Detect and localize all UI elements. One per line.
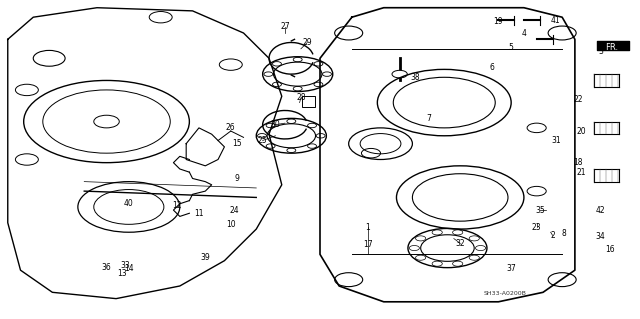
Text: 24: 24 [229,206,239,215]
Text: 32: 32 [456,239,465,248]
Text: 40: 40 [124,199,134,208]
Text: 36: 36 [102,263,111,271]
Text: 28: 28 [296,93,306,102]
Text: 34: 34 [595,233,605,241]
Text: 17: 17 [363,241,372,249]
Text: 41: 41 [551,16,561,25]
Text: 20: 20 [577,127,586,136]
Text: 9: 9 [235,174,239,183]
Text: 21: 21 [577,168,586,177]
Text: 18: 18 [573,158,583,167]
Text: 8: 8 [562,229,566,238]
Text: 33: 33 [121,261,131,270]
Text: 35: 35 [535,206,545,215]
Text: FR.: FR. [605,43,618,52]
Text: 13: 13 [118,269,127,278]
Text: 42: 42 [596,206,605,215]
Text: 16: 16 [605,245,615,254]
Text: 3: 3 [598,48,603,56]
Text: 23: 23 [532,223,541,232]
Text: 38: 38 [411,73,420,82]
Bar [302,96,315,107]
Text: 6: 6 [490,63,495,72]
Text: 15: 15 [232,139,242,148]
Text: 12: 12 [172,201,181,210]
Circle shape [392,70,407,78]
Text: 26: 26 [226,123,236,132]
Text: 5: 5 [509,43,514,52]
Text: SH33-A0200B: SH33-A0200B [483,291,526,296]
Text: 39: 39 [200,253,210,262]
Text: 14: 14 [124,264,134,273]
Text: 4: 4 [522,28,526,38]
Text: 25: 25 [258,136,268,145]
Text: 10: 10 [226,220,236,229]
Text: 29: 29 [303,38,312,47]
Text: 22: 22 [573,95,583,104]
Text: 2: 2 [550,231,555,240]
Text: 11: 11 [194,209,204,218]
Text: 19: 19 [493,18,503,26]
Text: 30: 30 [271,120,280,129]
Text: 27: 27 [280,22,290,31]
Text: 31: 31 [551,136,561,145]
Text: 37: 37 [506,264,516,273]
Text: 7: 7 [426,114,431,123]
Text: 1: 1 [365,223,370,232]
